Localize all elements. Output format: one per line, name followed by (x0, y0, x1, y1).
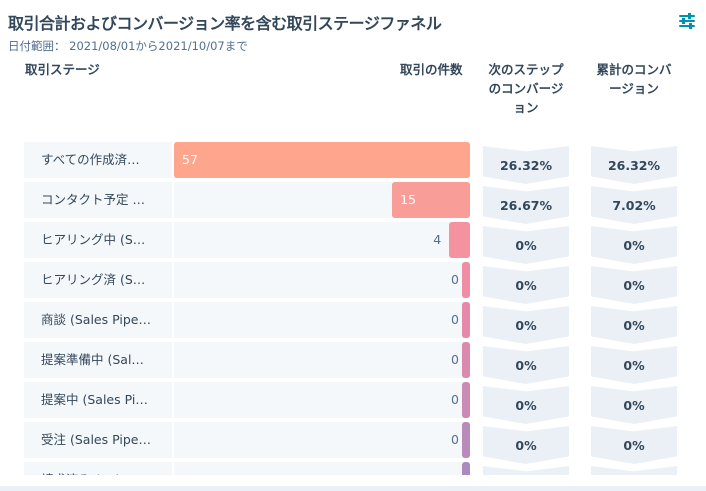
cumulative-conversion: 7.02% (591, 186, 677, 224)
count-bar[interactable]: 57 (174, 142, 470, 178)
count-value: 0 (451, 272, 459, 287)
header-line: のコンバージ (488, 81, 564, 96)
stage-label: 提案中 (Sales Pi… (24, 382, 172, 418)
header-stage: 取引ステージ (25, 62, 100, 77)
bar-track: 0 (174, 342, 470, 378)
count-bar[interactable] (462, 342, 470, 378)
report-title: 取引合計およびコンバージョン率を含む取引ステージファネル (8, 14, 442, 33)
funnel-row[interactable]: 請求済み (Sal… 0 0% 0% (24, 462, 684, 475)
cumulative-conversion: 0% (591, 306, 677, 344)
funnel-row[interactable]: 商談 (Sales Pipe… 0 0% 0% (24, 302, 684, 344)
count-value: 15 (400, 192, 417, 207)
count-value: 0 (451, 392, 459, 407)
stage-label: コンタクト予定 … (24, 182, 172, 218)
count-bar[interactable] (462, 262, 470, 298)
header-next-conversion: 次のステップ のコンバージ ョン (483, 60, 569, 117)
stage-label: ヒアリング中 (S… (24, 222, 172, 258)
count-bar[interactable] (462, 302, 470, 338)
next-step-conversion: 26.32% (483, 146, 569, 184)
count-value: 0 (451, 312, 459, 327)
header-count: 取引の件数 (400, 62, 463, 77)
bar-track: 0 (174, 422, 470, 458)
count-bar[interactable] (449, 222, 470, 258)
next-step-conversion: 0% (483, 346, 569, 384)
funnel-row[interactable]: 提案準備中 (Sal… 0 0% 0% (24, 342, 684, 384)
cumulative-conversion: 0% (591, 466, 677, 475)
stage-label: 商談 (Sales Pipe… (24, 302, 172, 338)
funnel-row[interactable]: 提案中 (Sales Pi… 0 0% 0% (24, 382, 684, 424)
stage-label: 提案準備中 (Sal… (24, 342, 172, 378)
cumulative-conversion: 0% (591, 346, 677, 384)
cumulative-conversion: 0% (591, 386, 677, 424)
count-bar[interactable] (462, 422, 470, 458)
bar-track: 0 (174, 262, 470, 298)
scrollbar-track[interactable] (0, 486, 706, 491)
bar-track: 0 (174, 382, 470, 418)
cumulative-conversion: 26.32% (591, 146, 677, 184)
count-value: 4 (433, 232, 442, 247)
count-bar[interactable] (462, 382, 470, 418)
bar-track: 0 (174, 462, 470, 475)
next-step-conversion: 0% (483, 226, 569, 264)
funnel-row[interactable]: ヒアリング中 (S… 4 0% 0% (24, 222, 684, 264)
count-value: 0 (451, 462, 459, 475)
next-step-conversion: 26.67% (483, 186, 569, 224)
stage-label: 受注 (Sales Pipe… (24, 422, 172, 458)
next-step-conversion: 0% (483, 306, 569, 344)
header-line: ージョン (609, 81, 659, 96)
next-step-conversion: 0% (483, 266, 569, 304)
header-line: ョン (513, 100, 539, 115)
cumulative-conversion: 0% (591, 226, 677, 264)
next-step-conversion: 0% (483, 466, 569, 475)
next-step-conversion: 0% (483, 386, 569, 424)
bar-track: 4 (174, 222, 470, 258)
stage-label: 請求済み (Sal… (24, 462, 172, 475)
stage-label: すべての作成済… (24, 142, 172, 178)
funnel-row[interactable]: コンタクト予定 … 15 26.67% 7.02% (24, 182, 684, 224)
header-line: 累計のコンバ (596, 62, 672, 77)
bar-track: 57 (174, 142, 470, 178)
date-range: 日付範囲： 2021/08/01から2021/10/07まで (8, 39, 248, 53)
funnel-row[interactable]: ヒアリング済 (S… 0 0% 0% (24, 262, 684, 304)
filter-settings-icon[interactable] (678, 12, 696, 30)
next-step-conversion: 0% (483, 426, 569, 464)
count-value: 0 (451, 432, 459, 447)
count-bar[interactable] (462, 462, 470, 475)
count-value: 0 (451, 352, 459, 367)
count-bar[interactable]: 15 (392, 182, 470, 218)
funnel-row[interactable]: 受注 (Sales Pipe… 0 0% 0% (24, 422, 684, 464)
header-line: 次のステップ (488, 62, 564, 77)
funnel-rows: すべての作成済… 57 26.32% 26.32% コンタクト予定 … 15 26… (0, 140, 706, 475)
count-value: 57 (182, 152, 198, 167)
bar-track: 0 (174, 302, 470, 338)
funnel-row[interactable]: すべての作成済… 57 26.32% 26.32% (24, 142, 684, 184)
cumulative-conversion: 0% (591, 426, 677, 464)
stage-label: ヒアリング済 (S… (24, 262, 172, 298)
cumulative-conversion: 0% (591, 266, 677, 304)
bar-track: 15 (174, 182, 470, 218)
header-cumulative-conversion: 累計のコンバ ージョン (591, 60, 677, 98)
